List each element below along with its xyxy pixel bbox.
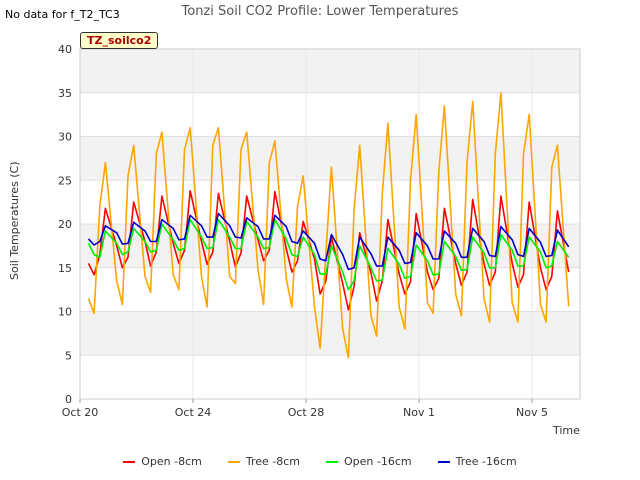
series-line-tree-16cm (87, 212, 570, 271)
series-line-open-8cm (87, 190, 570, 311)
legend-swatch (326, 460, 338, 463)
grid-band (80, 49, 580, 93)
legend-swatch (227, 460, 240, 463)
y-axis-label: Soil Temperatures (C) (8, 161, 21, 281)
x-tick-label: Oct 28 (288, 406, 325, 419)
legend-label: Open -8cm (141, 455, 202, 468)
series-line-open-16cm (87, 218, 570, 291)
y-tick-label: 30 (58, 131, 72, 144)
y-tick-label: 25 (58, 174, 72, 187)
grid-band (80, 311, 580, 356)
legend-swatch (123, 460, 136, 463)
plot-frame (79, 48, 581, 400)
y-tick-label: 5 (65, 349, 72, 362)
y-tick-label: 20 (58, 218, 72, 231)
legend: Open -8cm Tree -8cm Open -16cm Tree -16cm (0, 455, 640, 468)
site-badge[interactable]: TZ_soilco2 (80, 32, 159, 49)
legend-label: Tree -16cm (455, 455, 517, 468)
y-tick-label: 15 (58, 262, 72, 275)
x-tick-label: Nov 1 (403, 406, 435, 419)
y-tick-label: 35 (58, 87, 72, 100)
x-axis-label: Time (553, 424, 580, 437)
no-data-message: No data for f_T2_TC3 (5, 8, 120, 21)
legend-label: Tree -8cm (245, 455, 300, 468)
x-tick-label: Oct 24 (175, 406, 212, 419)
y-tick-label: 0 (65, 393, 72, 406)
y-tick-label: 40 (58, 43, 72, 56)
chart-title: Tonzi Soil CO2 Profile: Lower Temperatur… (181, 4, 459, 19)
series-line-tree-8cm (87, 92, 570, 359)
legend-swatch (437, 460, 450, 463)
x-tick-label: Nov 5 (516, 406, 548, 419)
x-tick-label: Oct 20 (62, 406, 99, 419)
legend-item-open-16cm: Open -16cm (326, 455, 412, 468)
legend-label: Open -16cm (344, 455, 412, 468)
legend-item-tree-8cm: Tree -8cm (227, 455, 300, 468)
legend-item-tree-16cm: Tree -16cm (437, 455, 517, 468)
legend-item-open-8cm: Open -8cm (123, 455, 202, 468)
y-tick-label: 10 (58, 306, 72, 319)
